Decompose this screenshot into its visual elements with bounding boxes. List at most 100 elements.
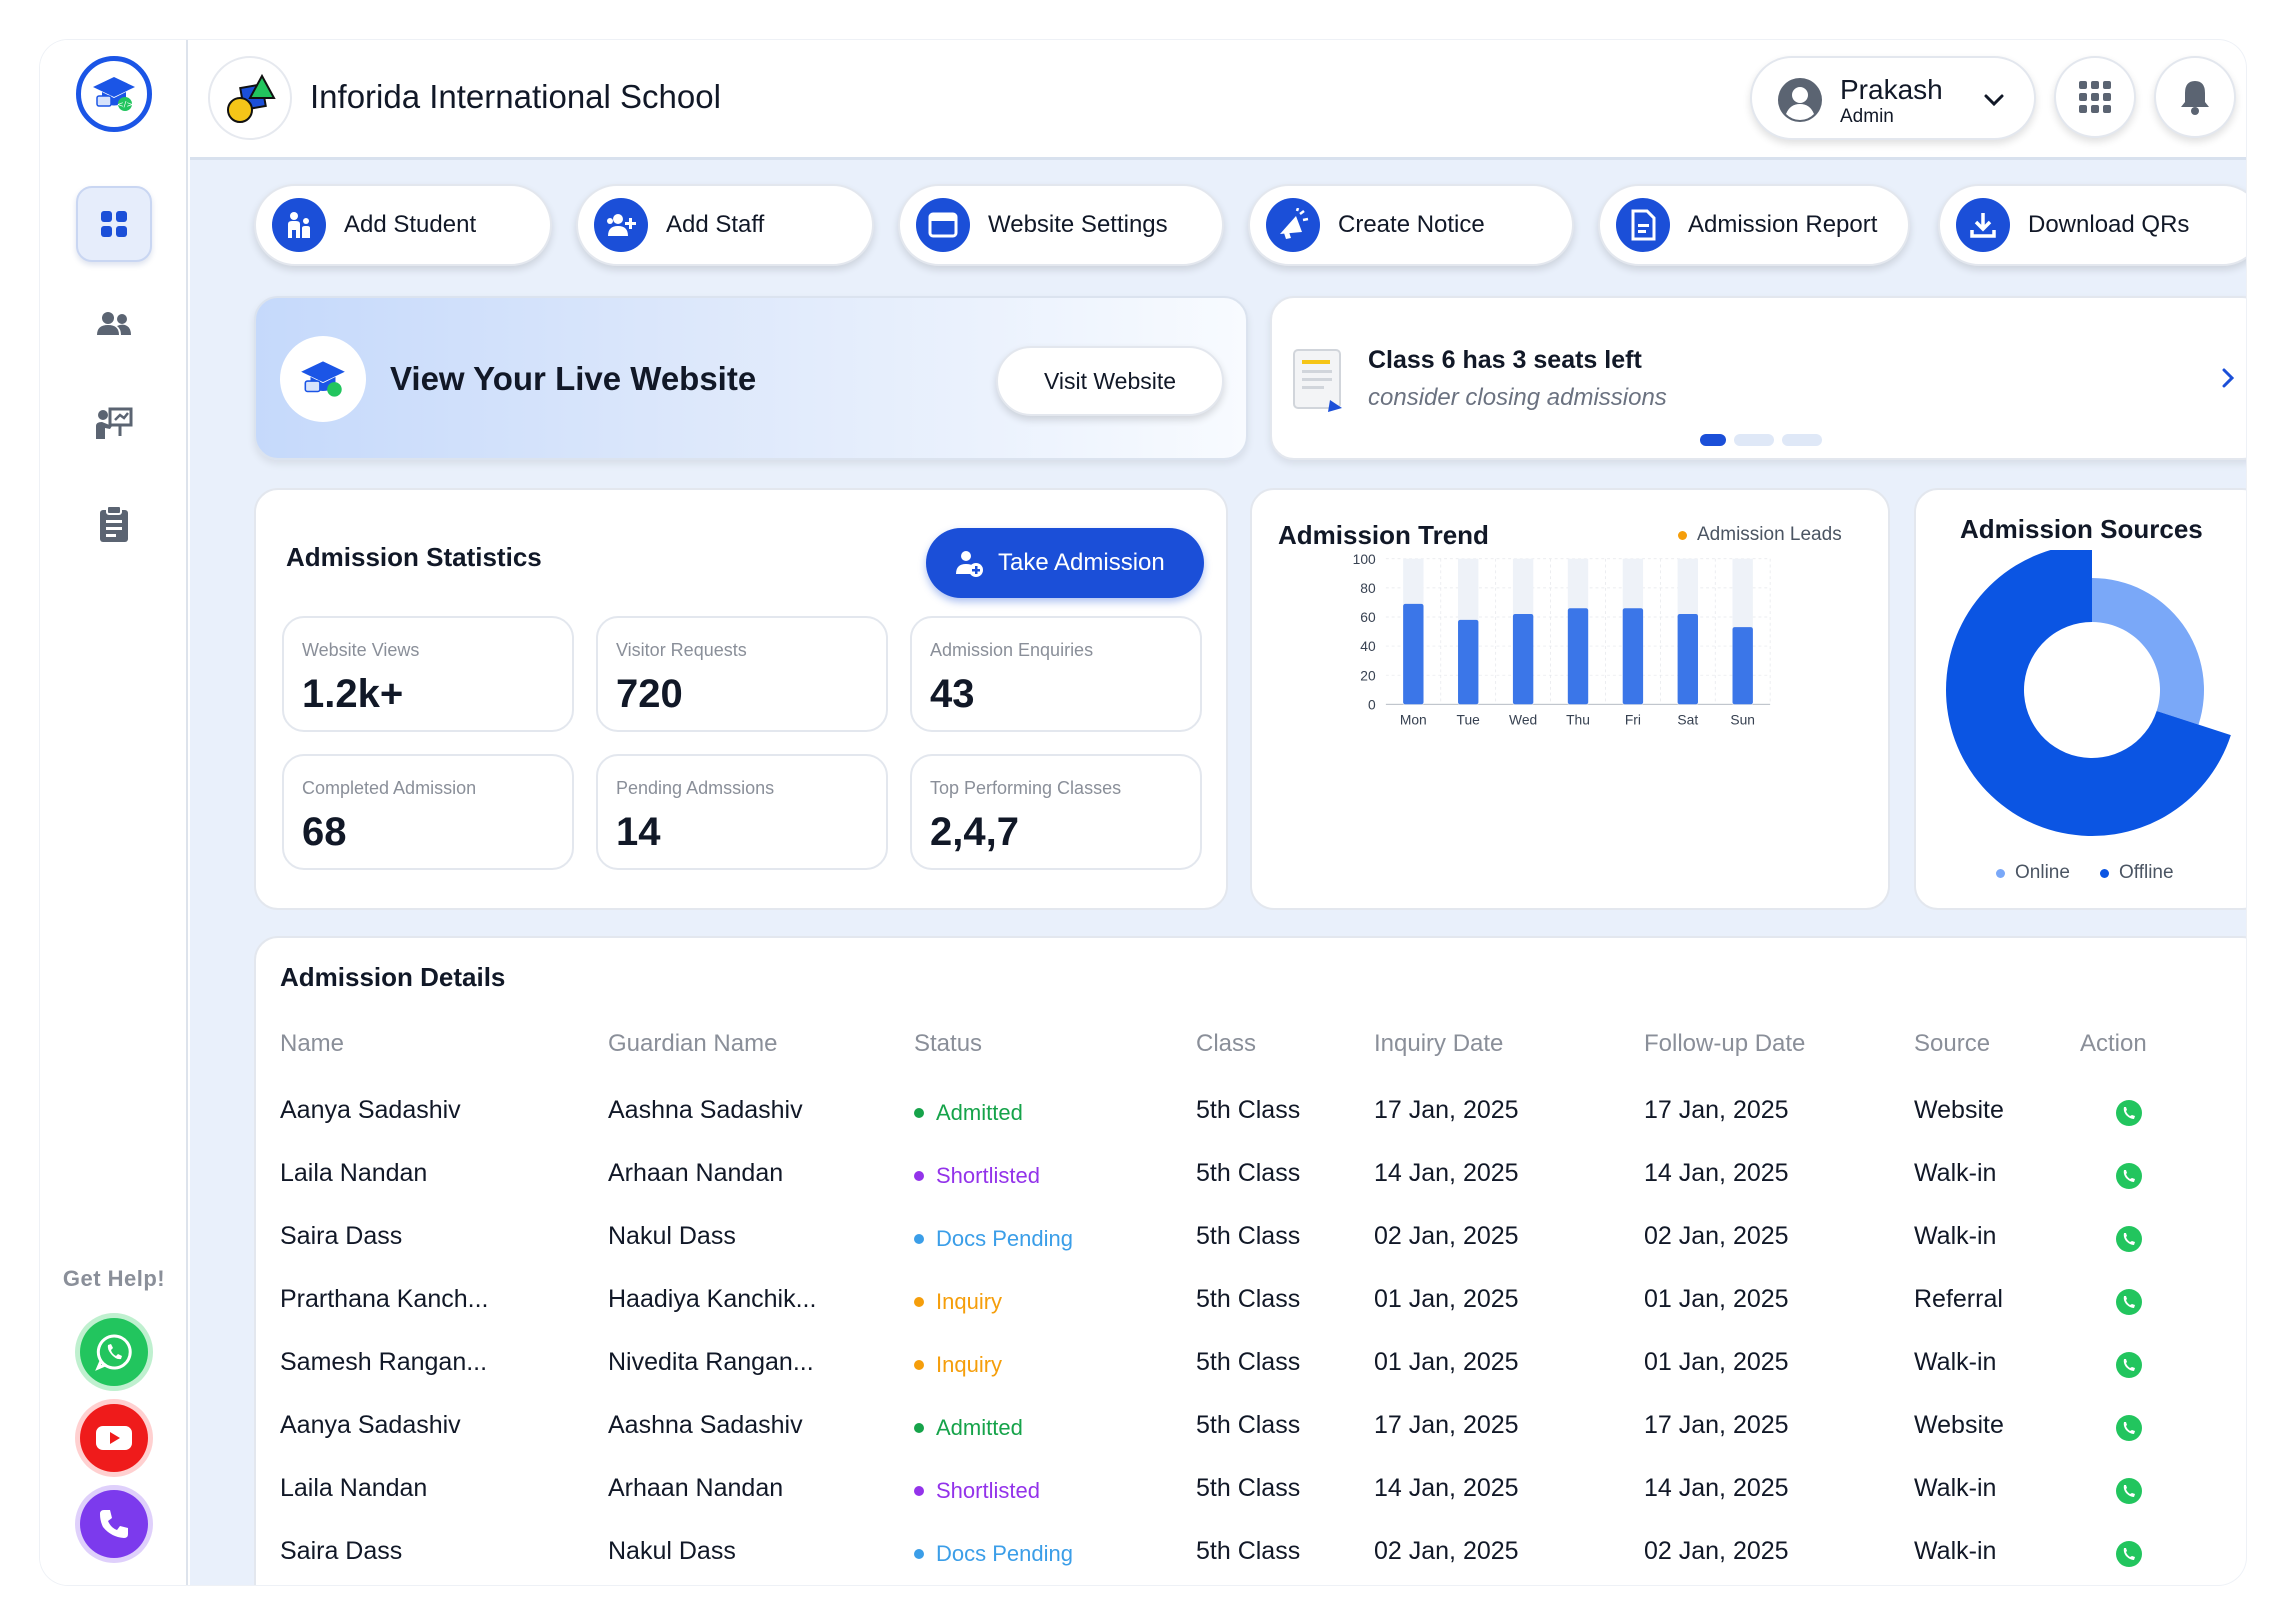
sidebar-item-reports[interactable] [76,486,152,562]
table-row[interactable]: Saira Dass Nakul Dass 5th Class 02 Jan, 202… [256,1214,2246,1277]
admission-trend-chart: 100 80 60 40 20 0 Mon Tue Wed Thu Fri Sat Sun [1353,551,1771,728]
donut-slice-offline[interactable] [1946,550,2231,836]
cell-guardian: Nivedita Rangan... [608,1348,814,1376]
x-tick-label: Tue [1457,712,1481,728]
cell-class: 5th Class [1196,1474,1301,1502]
stat-tile-pending-admissions: Pending Admssions 14 [596,754,888,870]
sidebar-item-dashboard[interactable] [76,186,152,262]
svg-text:</>: </> [117,100,133,109]
table-row[interactable]: Saira Dass Nakul Dass 5th Class 02 Jan, 202… [256,1529,2246,1585]
add-staff-button[interactable]: Add Staff [576,184,874,266]
admission-details-card: Admission Details Name Guardian Name Statu… [254,936,2246,1585]
admission-sources-card: Admission Sources Online Offline [1914,488,2246,910]
cell-class: 5th Class [1196,1222,1301,1250]
status-dot [914,1486,924,1496]
whatsapp-icon[interactable] [2114,1476,2144,1506]
x-tick-label: Sun [1730,712,1755,728]
cell-source: Walk-in [1914,1348,1997,1376]
column-header: Class [1196,1030,1257,1057]
chevron-right-icon[interactable] [2214,364,2242,392]
table-row[interactable]: Samesh Rangan... Nivedita Rangan... 5th Cl… [256,1340,2246,1403]
carousel-dot[interactable] [1734,434,1774,446]
apps-button[interactable] [2054,56,2136,138]
cell-source: Website [1914,1096,2004,1124]
whatsapp-icon[interactable] [2114,1224,2144,1254]
admission-details-title: Admission Details [280,962,506,992]
banner-title: View Your Live Website [390,360,757,397]
legend-swatch [1678,530,1687,540]
banner-logo [280,336,366,422]
table-row[interactable]: Prarthana Kanch... Haadiya Kanchik... 5th … [256,1277,2246,1340]
add-student-label: Add Student [344,211,477,238]
whatsapp-icon[interactable] [2114,1350,2144,1380]
status-badge: Shortlisted [914,1163,1040,1189]
stat-label: Admission Enquiries [930,640,1094,660]
notifications-button[interactable] [2154,56,2236,138]
table-row[interactable]: Laila Nandan Arhaan Nandan 5th Class 14 Jan… [256,1466,2246,1529]
bar-fri[interactable] [1622,608,1644,705]
bar-thu[interactable] [1567,608,1589,705]
phone-icon [100,1510,128,1538]
whatsapp-help-button[interactable] [80,1318,148,1386]
cell-followup: 14 Jan, 2025 [1644,1474,1789,1502]
stat-value: 14 [616,810,661,854]
download-icon [1956,198,2010,252]
admission-sources-title: Admission Sources [1960,514,2203,544]
cell-name: Samesh Rangan... [280,1348,488,1376]
bar-wed[interactable] [1512,614,1534,705]
cell-class: 5th Class [1196,1096,1301,1124]
user-menu[interactable]: Prakash Admin [1750,56,2036,140]
table-row[interactable]: Aanya Sadashiv Aashna Sadashiv 5th Class 17… [256,1088,2246,1151]
cell-class: 5th Class [1196,1285,1301,1313]
chevron-down-icon [1984,94,2004,107]
whatsapp-icon[interactable] [2114,1287,2144,1317]
admission-report-label: Admission Report [1688,211,1878,238]
add-student-button[interactable]: Add Student [254,184,552,266]
bar-sat[interactable] [1677,614,1698,705]
admission-report-button[interactable]: Admission Report [1598,184,1910,266]
add-staff-icon [594,198,648,252]
table-row[interactable]: Laila Nandan Arhaan Nandan 5th Class 14 Jan… [256,1151,2246,1214]
whatsapp-icon[interactable] [2114,1161,2144,1191]
download-qrs-button[interactable]: Download QRs [1938,184,2246,266]
stat-tile-visitor-requests: Visitor Requests 720 [596,616,888,732]
cell-name: Saira Dass [280,1222,403,1250]
y-tick-label: 0 [1368,696,1376,712]
stat-value: 68 [302,810,347,854]
sidebar-item-staff[interactable] [76,386,152,462]
donut-slice-online[interactable] [2092,578,2204,725]
website-settings-button[interactable]: Website Settings [898,184,1224,266]
carousel-dot[interactable] [1782,434,1822,446]
take-admission-button[interactable]: Take Admission [926,528,1204,598]
table-row[interactable]: Aanya Sadashiv Aashna Sadashiv 5th Class 17… [256,1403,2246,1466]
status-badge: Inquiry [914,1352,1002,1378]
whatsapp-icon[interactable] [2114,1098,2144,1128]
cell-name: Saira Dass [280,1537,403,1565]
youtube-help-button[interactable] [80,1404,148,1472]
take-admission-label: Take Admission [998,549,1165,576]
cell-guardian: Haadiya Kanchik... [608,1285,817,1313]
sidebar-item-users[interactable] [76,286,152,362]
create-notice-button[interactable]: Create Notice [1248,184,1574,266]
bar-mon[interactable] [1403,603,1424,705]
status-dot [914,1549,924,1559]
app-logo[interactable]: </> [76,56,152,132]
status-badge: Docs Pending [914,1541,1073,1567]
bar-sun[interactable] [1732,627,1753,705]
bar-tue[interactable] [1458,619,1479,705]
whatsapp-icon[interactable] [2114,1413,2144,1443]
stat-label: Completed Admission [302,778,477,798]
youtube-icon [96,1426,132,1450]
visit-website-button[interactable]: Visit Website [996,346,1224,416]
shapes-logo-icon [227,73,276,123]
carousel-dot-active[interactable] [1700,434,1726,446]
status-badge: Docs Pending [914,1226,1073,1252]
whatsapp-icon[interactable] [2114,1539,2144,1569]
status-label: Docs Pending [936,1226,1073,1251]
column-header: Guardian Name [608,1030,778,1057]
call-help-button[interactable] [80,1490,148,1558]
cell-source: Referral [1914,1285,2003,1313]
y-tick-label: 60 [1360,609,1376,625]
cell-followup: 02 Jan, 2025 [1644,1537,1789,1565]
create-notice-label: Create Notice [1338,211,1485,238]
